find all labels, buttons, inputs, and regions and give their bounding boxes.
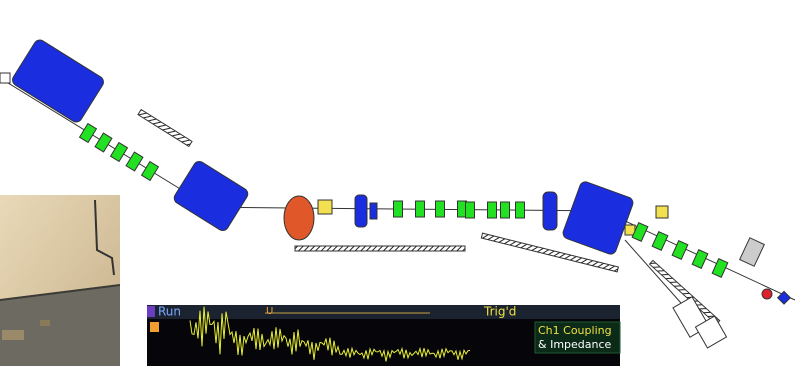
quadrupole xyxy=(671,239,689,261)
run-status: Run xyxy=(158,305,181,319)
quadrupole xyxy=(711,257,729,279)
signal-trace xyxy=(189,306,471,362)
photo xyxy=(0,195,121,366)
quadrupole xyxy=(393,200,403,218)
quadrupole xyxy=(435,200,445,218)
trigger-marker: U xyxy=(266,306,273,317)
beamline-diagram xyxy=(0,39,796,349)
quadrupole xyxy=(140,160,160,182)
quadrupole xyxy=(500,201,510,219)
quadrupole xyxy=(415,200,425,218)
quadrupole xyxy=(465,201,475,219)
channel-label: Ch1 Coupling xyxy=(538,324,612,337)
quadrupole xyxy=(631,221,649,243)
quadrupole xyxy=(515,201,525,219)
trigger-status: Trig'd xyxy=(483,305,516,319)
quadrupole xyxy=(487,201,497,219)
quadrupole xyxy=(78,122,98,144)
quadrupole xyxy=(125,151,144,172)
channel-label: & Impedance xyxy=(538,338,612,351)
quadrupole xyxy=(94,132,113,153)
oscilloscope-screen: Run U Trig'd Ch1 Coupling & Impedance xyxy=(147,305,621,366)
quadrupole xyxy=(109,141,129,163)
quadrupole xyxy=(691,248,709,270)
quadrupole xyxy=(651,230,669,252)
